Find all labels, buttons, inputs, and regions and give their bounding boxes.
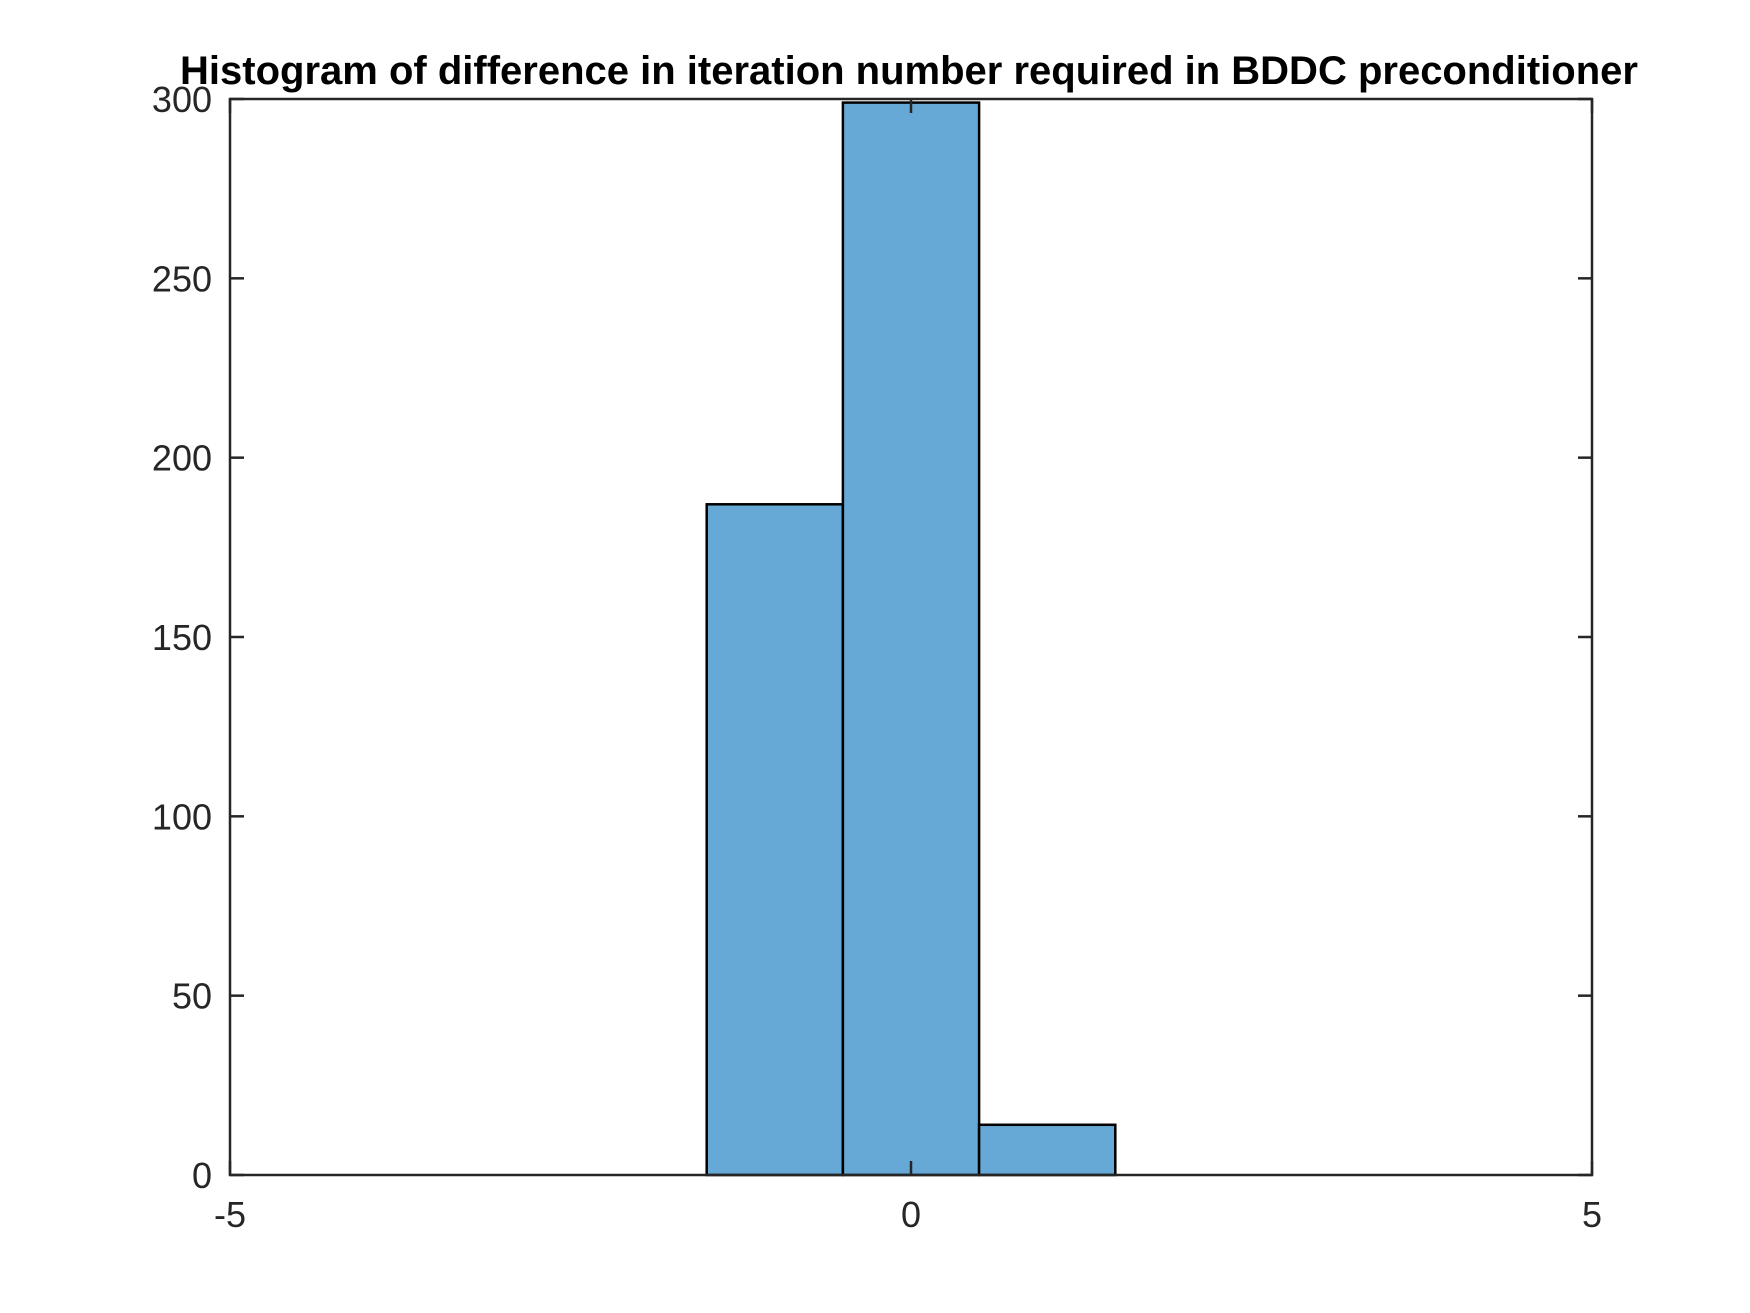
y-tick-label-5: 250 <box>152 258 212 299</box>
y-tick-label-0: 0 <box>192 1155 212 1196</box>
histogram-bar-0 <box>705 503 845 1177</box>
x-tick-label-1: 0 <box>901 1194 921 1235</box>
y-tick-label-2: 100 <box>152 796 212 837</box>
y-tick-label-3: 150 <box>152 617 212 658</box>
x-tick-label-0: -5 <box>214 1194 246 1235</box>
y-tick-label-4: 200 <box>152 438 212 479</box>
y-tick-label-6: 300 <box>152 79 212 120</box>
y-tick-label-1: 50 <box>172 976 212 1017</box>
plot-box <box>228 97 1594 1177</box>
x-tick-label-2: 5 <box>1582 1194 1602 1235</box>
histogram-bar-2 <box>977 1123 1117 1177</box>
histogram-bar-1 <box>841 101 981 1177</box>
chart-title: Histogram of difference in iteration num… <box>180 49 1638 93</box>
